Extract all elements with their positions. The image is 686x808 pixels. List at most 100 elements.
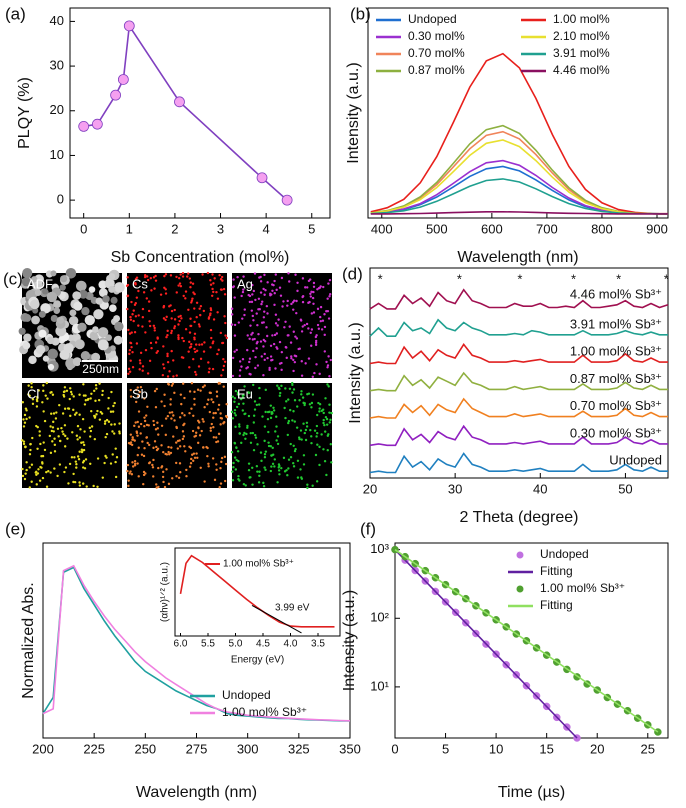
map-dot [234, 425, 237, 429]
map-dot [61, 430, 64, 433]
map-dot [90, 409, 93, 413]
map-dot [255, 347, 258, 350]
map-dot [317, 327, 321, 330]
particle [77, 322, 87, 332]
map-dot [207, 398, 210, 401]
series-label: 0.70 mol% Sb³⁺ [570, 398, 662, 413]
map-dot [129, 441, 133, 444]
map-dot [73, 456, 76, 459]
map-dot [152, 276, 156, 279]
map-dot [193, 332, 197, 336]
map-dot [169, 403, 172, 406]
legend-label: Fitting [540, 598, 573, 612]
map-dot [211, 457, 215, 460]
map-dot [231, 417, 235, 420]
map-dot [193, 307, 196, 310]
map-dot [42, 410, 45, 413]
map-dot [196, 388, 200, 391]
map-dot [176, 447, 179, 450]
map-dot [223, 421, 226, 424]
map-dot [240, 441, 243, 445]
map-dot [252, 289, 256, 293]
map-dot [252, 414, 256, 417]
map-dot [267, 441, 270, 444]
map-dot [286, 304, 289, 307]
map-dot [28, 486, 31, 489]
map-dot [271, 334, 274, 337]
y-tick-label: 10² [370, 610, 389, 625]
map-dot [137, 395, 140, 398]
map-dot [256, 443, 259, 446]
map-dot [186, 272, 190, 275]
map-dot [272, 342, 276, 346]
particle [80, 351, 91, 361]
map-dot [302, 422, 305, 425]
map-dot [275, 332, 279, 335]
particle [18, 327, 26, 335]
map-dot [49, 425, 52, 428]
map-dot [240, 294, 243, 298]
map-dot [249, 324, 252, 327]
map-dot [126, 276, 129, 279]
map-dot [201, 418, 204, 421]
map-dot [23, 477, 27, 481]
particle [53, 300, 62, 309]
map-dot [223, 293, 227, 296]
map-dot [209, 312, 212, 315]
map-dot [135, 342, 139, 345]
y-tick-label: 0 [57, 192, 64, 207]
map-dot [270, 412, 273, 416]
map-dot [259, 275, 262, 279]
map-dot [163, 393, 166, 396]
map-dot [310, 441, 313, 445]
map-dot [269, 445, 273, 448]
map-dot [300, 319, 303, 322]
map-dot [287, 398, 290, 401]
map-dot [44, 394, 47, 397]
map-dot [231, 356, 235, 360]
map-dot [78, 393, 81, 396]
map-dot [190, 457, 193, 461]
map-dot [154, 274, 157, 278]
map-dot [138, 368, 141, 371]
map-dot [25, 461, 28, 464]
map-dot [48, 434, 52, 438]
map-dot [113, 423, 116, 426]
map-dot [179, 314, 182, 318]
map-dot [279, 391, 282, 395]
map-dot [178, 319, 181, 323]
map-dot [316, 431, 319, 435]
map-dot [193, 403, 196, 406]
map-dot [289, 442, 292, 446]
map-dot [127, 328, 130, 332]
series-label: Undoped [609, 453, 662, 468]
map-dot [25, 468, 28, 472]
map-dot [127, 484, 130, 488]
map-dot [223, 479, 227, 483]
map-dot [129, 395, 133, 398]
particle [23, 333, 32, 342]
map-dot [133, 464, 137, 467]
particle [50, 270, 57, 277]
fit-line [251, 604, 302, 634]
map-dot [78, 481, 81, 484]
map-dot [282, 456, 286, 460]
map-dot [300, 476, 303, 479]
map-dot [152, 423, 156, 427]
map-dot [319, 305, 323, 309]
map-dot [257, 297, 261, 301]
map-dot [164, 433, 168, 437]
map-dot [233, 350, 236, 353]
map-dot [211, 367, 215, 371]
map-dot [202, 420, 205, 423]
peak-star: * [517, 271, 522, 286]
map-dot [309, 295, 312, 298]
y-tick-label: 20 [50, 102, 64, 117]
map-dot [194, 350, 197, 354]
data-point [281, 194, 293, 206]
map-dot [209, 429, 212, 432]
map-dot [82, 394, 86, 397]
map-dot [170, 446, 173, 449]
